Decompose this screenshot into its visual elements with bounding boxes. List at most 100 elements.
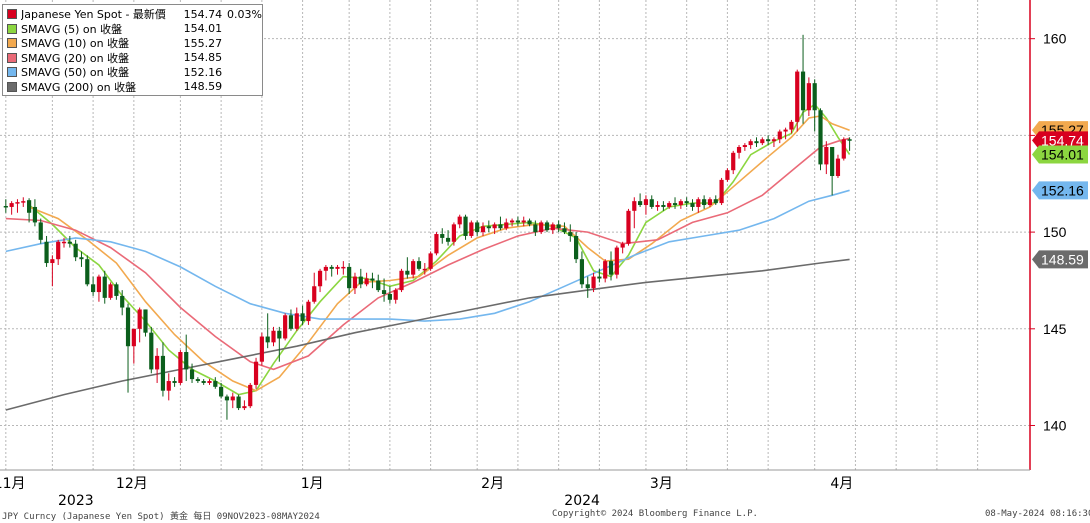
candle-body [527,220,532,225]
candle [795,69,800,132]
candle [201,379,206,385]
candle [574,232,579,264]
candle-body [230,396,235,401]
price-tag: 154.01 [1032,145,1088,164]
candle [754,137,759,147]
candle [61,237,67,248]
price-tag: 148.59 [1032,250,1088,269]
candle-body [445,237,451,242]
candle-body [742,145,747,147]
candle-body [457,216,462,225]
ma-line [5,189,850,322]
candle [288,309,294,331]
candle [748,139,753,149]
x-month-label: 4月 [830,476,853,492]
candle-body [50,259,55,264]
candle [248,382,253,409]
candle-body [451,224,456,242]
price-tag-label: 152.16 [1041,182,1084,198]
candle-body [32,206,38,223]
candle [405,257,410,279]
candle-body [748,141,753,146]
candle-body [684,201,689,204]
candle-body [824,146,829,165]
candle [213,377,218,389]
candle [725,168,730,182]
candle-body [387,293,392,300]
candle [137,307,142,343]
legend-value: 152.16 [183,65,223,79]
candle [702,195,707,209]
legend-row: SMAVG (20) on 收盤 154.85 [3,51,262,66]
candle-body [364,278,369,285]
price-tag-box [1032,131,1088,150]
candle-body [358,276,363,285]
footer-source: JPY Curncy (Japanese Yen Spot) 黃金 每日 09N… [2,512,320,522]
candle [568,224,573,242]
candle [73,239,78,262]
candle [50,255,55,287]
candle [766,135,771,146]
candle-body [21,201,26,203]
candle-body [277,330,282,339]
candle-body [91,284,96,293]
candle [742,143,747,151]
candle-body [574,235,579,260]
candle-body [812,83,817,111]
candle [149,326,154,374]
candle [108,282,113,300]
candle-body [678,201,683,206]
candle-body [614,247,619,275]
candle [440,228,445,244]
candle-body [620,243,625,248]
legend-row: SMAVG (5) on 收盤 154.01 [3,22,262,37]
candle [562,222,567,235]
footer-copyright: Copyright© 2024 Bloomberg Finance L.P. [552,509,758,519]
candle-body [195,379,200,382]
candle-body [329,266,334,269]
candle [614,245,619,279]
legend-value: 154.85 [183,51,223,65]
candle [312,272,317,304]
candle-body [539,222,544,233]
candle [678,199,683,209]
candle-body [603,261,608,279]
candle-body [509,220,515,223]
candle [591,272,596,293]
candle [155,348,160,383]
candle [667,201,672,209]
candle [21,197,26,207]
legend-swatch [7,52,17,63]
candle-body [265,336,270,343]
candle-body [515,220,521,223]
candle [498,216,503,231]
candle [603,259,608,283]
candle-body [79,257,84,260]
candle-body [795,71,800,122]
candle-body [248,384,253,407]
candle [835,154,841,178]
candle-body [783,129,788,132]
candle [527,218,532,227]
candle [643,195,649,215]
candle [85,255,90,287]
candle-body [283,315,288,339]
candle-body [428,253,433,269]
legend-swatch [7,23,17,34]
x-month-label: 3月 [650,476,673,492]
candle-body [381,290,387,294]
price-tag-label: 154.74 [1041,132,1084,148]
candle-body [707,199,713,206]
x-month-label: 11月 [0,476,26,492]
candle [597,268,602,283]
candle-body [608,261,614,275]
candle [830,146,835,196]
candle-body [830,146,835,177]
candle [271,326,276,347]
legend-swatch [7,9,17,20]
candle [556,220,561,233]
candle-body [638,201,643,206]
candle-body [67,241,72,244]
candle [9,201,14,215]
legend-name: SMAVG (50) on 收盤 [21,66,130,80]
